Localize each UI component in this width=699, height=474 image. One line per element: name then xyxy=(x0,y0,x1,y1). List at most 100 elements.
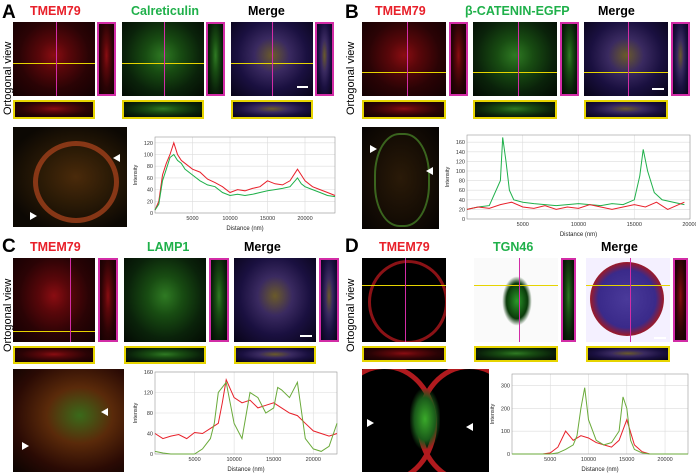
x-tick-label: 15000 xyxy=(260,216,275,222)
y-tick-label: 140 xyxy=(456,150,465,156)
orthogonal-bottom-view xyxy=(362,346,446,362)
orthogonal-line xyxy=(362,72,446,73)
arrowhead-icon xyxy=(101,408,108,416)
y-tick-label: 20 xyxy=(147,199,153,205)
panel-letter: C xyxy=(2,236,16,257)
line-chart-c: 0 40 80 120 160 5000 10000 15000 20000 Distance (… xyxy=(133,370,338,473)
x-tick-label: 10000 xyxy=(226,457,241,463)
channel-title-beta-catenin: β-CATENIN-EGFP xyxy=(465,4,570,18)
arrowhead-icon xyxy=(30,212,37,220)
x-tick-label: 15000 xyxy=(627,222,642,228)
orthogonal-line xyxy=(122,63,204,64)
tmem79-image xyxy=(362,22,446,96)
y-tick-label: 20 xyxy=(459,207,465,213)
x-tick-label: 5000 xyxy=(188,457,200,463)
orthogonal-side-view xyxy=(98,258,118,342)
zoom-image xyxy=(362,369,489,472)
line-chart-b: 0 20 40 60 80 100 120 140 160 5000 10000 15000 20000… xyxy=(445,134,696,238)
arrowhead-icon xyxy=(22,442,29,450)
plot-frame xyxy=(466,134,691,220)
channel-title-merge: Merge xyxy=(248,4,285,18)
plot-frame xyxy=(154,136,336,214)
y-tick-label: 60 xyxy=(147,176,153,182)
channel-title-tgn46: TGN46 xyxy=(493,240,534,254)
panel-letter: A xyxy=(2,2,16,23)
arrowhead-icon xyxy=(113,154,120,162)
y-tick-label: 120 xyxy=(144,391,153,397)
zoom-image xyxy=(13,369,124,472)
orthogonal-bottom-view xyxy=(474,346,558,362)
x-axis-label: Distance (nm) xyxy=(227,467,264,473)
panel-letter: D xyxy=(345,236,359,257)
x-tick-label: 20000 xyxy=(657,457,672,463)
arrowhead-icon xyxy=(367,419,374,427)
channel-title-tmem79: TMEM79 xyxy=(30,240,81,254)
orthogonal-bottom-view xyxy=(473,100,557,119)
calreticulin-image xyxy=(122,22,204,96)
orthogonal-side-view xyxy=(673,258,688,342)
orthogonal-bottom-view xyxy=(124,346,206,364)
y-tick-label: 160 xyxy=(144,370,153,376)
arrowhead-icon xyxy=(426,167,433,175)
channel-title-tmem79: TMEM79 xyxy=(375,4,426,18)
y-tick-label: 160 xyxy=(456,140,465,146)
series-line-2 xyxy=(154,380,338,455)
merge-image xyxy=(586,258,670,342)
x-tick-label: 5000 xyxy=(186,216,198,222)
orthogonal-line xyxy=(405,258,406,342)
orthogonal-line xyxy=(628,22,629,96)
orthogonal-side-view xyxy=(319,258,339,342)
scale-bar xyxy=(654,337,666,339)
orthogonal-bottom-view xyxy=(13,100,95,119)
orthogonal-bottom-view xyxy=(13,346,95,364)
orthogonal-line xyxy=(519,258,520,342)
arrowhead-icon xyxy=(466,423,473,431)
tmem79-image xyxy=(13,22,95,96)
x-tick-label: 5000 xyxy=(544,457,556,463)
orthogonal-line xyxy=(473,72,557,73)
orthogonal-line xyxy=(362,285,446,286)
zoom-image xyxy=(362,127,439,229)
orthogonal-bottom-view xyxy=(362,100,446,119)
panel-letter: B xyxy=(345,2,359,23)
plot-frame xyxy=(511,373,689,455)
tgn46-image xyxy=(474,258,558,342)
orthogonal-bottom-view xyxy=(584,100,668,119)
y-tick-label: 40 xyxy=(459,198,465,204)
y-tick-label: 120 xyxy=(144,141,153,147)
series-line-2 xyxy=(466,201,685,210)
series-line-1 xyxy=(154,141,336,211)
orthogonal-line xyxy=(630,258,631,342)
series-line-2 xyxy=(512,387,688,455)
y-axis-label: Intensity xyxy=(133,165,139,186)
y-axis-label: Intensity xyxy=(445,167,451,188)
y-tick-label: 200 xyxy=(501,406,510,412)
plot-frame xyxy=(154,371,338,455)
y-tick-label: 100 xyxy=(144,153,153,159)
y-tick-label: 80 xyxy=(459,179,465,185)
y-tick-label: 100 xyxy=(501,429,510,435)
x-tick-label: 20000 xyxy=(297,216,312,222)
line-chart-d: 0 100 200 300 5000 10000 15000 20000 Distance (n… xyxy=(490,373,689,473)
channel-title-tmem79: TMEM79 xyxy=(379,240,430,254)
merge-image xyxy=(234,258,316,342)
channel-title-merge: Merge xyxy=(244,240,281,254)
x-axis-label: Distance (nm) xyxy=(226,226,263,232)
series-line-1 xyxy=(512,418,688,455)
orthogonal-line xyxy=(518,22,519,96)
orthogonal-line xyxy=(13,331,95,332)
tmem79-image xyxy=(13,258,95,342)
y-tick-label: 60 xyxy=(459,188,465,194)
x-tick-label: 15000 xyxy=(619,457,634,463)
x-tick-label: 10000 xyxy=(571,222,586,228)
orthogonal-side-view xyxy=(206,22,225,96)
y-axis-label: Intensity xyxy=(133,403,139,424)
x-tick-label: 5000 xyxy=(517,222,529,228)
orthogonal-line xyxy=(474,285,558,286)
channel-title-merge: Merge xyxy=(601,240,638,254)
series-line-1 xyxy=(154,377,338,440)
x-tick-label: 10000 xyxy=(581,457,596,463)
orthogonal-bottom-view xyxy=(122,100,204,119)
y-tick-label: 120 xyxy=(456,159,465,165)
y-tick-label: 300 xyxy=(501,383,510,389)
